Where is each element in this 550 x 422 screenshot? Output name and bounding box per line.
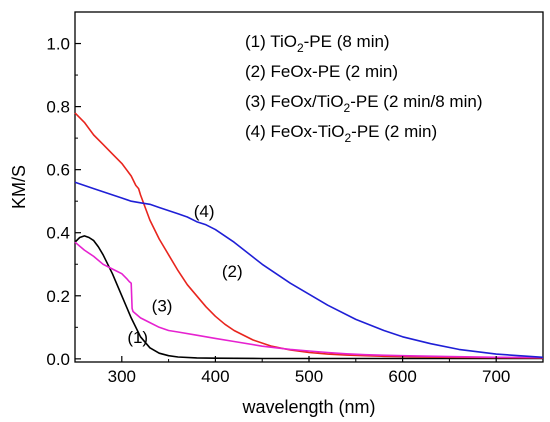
series-annotation-1: (1) <box>127 328 148 347</box>
x-tick-label: 400 <box>201 367 229 386</box>
series-line-2 <box>74 112 544 359</box>
x-tick-label: 500 <box>295 367 323 386</box>
y-tick-label: 0.4 <box>46 224 70 243</box>
y-tick-label: 0.6 <box>46 161 70 180</box>
x-tick-label: 700 <box>482 367 510 386</box>
legend-entry-3: (3) FeOx/TiO2-PE (2 min/8 min) <box>245 92 482 115</box>
y-tick-label: 1.0 <box>46 35 70 54</box>
x-axis-label: wavelength (nm) <box>241 397 375 417</box>
series-line-3 <box>74 241 544 359</box>
legend-entry-1: (1) TiO2-PE (8 min) <box>245 32 390 55</box>
series-line-4 <box>74 181 544 359</box>
series-annotation-2: (2) <box>222 262 243 281</box>
x-tick-label: 300 <box>108 367 136 386</box>
y-axis-label: KM/S <box>9 165 29 209</box>
series-annotation-4: (4) <box>194 202 215 221</box>
legend-entry-2: (2) FeOx-PE (2 min) <box>245 62 398 81</box>
series-annotations: (1) (2) (3) (4) <box>127 202 242 347</box>
y-tick-label: 0.0 <box>46 350 70 369</box>
y-tick-label: 0.2 <box>46 287 70 306</box>
series-annotation-3: (3) <box>152 297 173 316</box>
legend-entry-4: (4) FeOx-TiO2-PE (2 min) <box>245 122 437 145</box>
x-tick-label: 600 <box>388 367 416 386</box>
y-axis-ticks: 0.0 0.2 0.4 0.6 0.8 1.0 <box>46 35 81 369</box>
x-axis-ticks: 300 400 500 600 700 <box>74 356 510 386</box>
legend: (1) TiO2-PE (8 min) (2) FeOx-PE (2 min) (3… <box>245 32 482 145</box>
series-line-1 <box>74 235 543 360</box>
series-lines <box>74 112 544 360</box>
y-tick-label: 0.8 <box>46 98 70 117</box>
